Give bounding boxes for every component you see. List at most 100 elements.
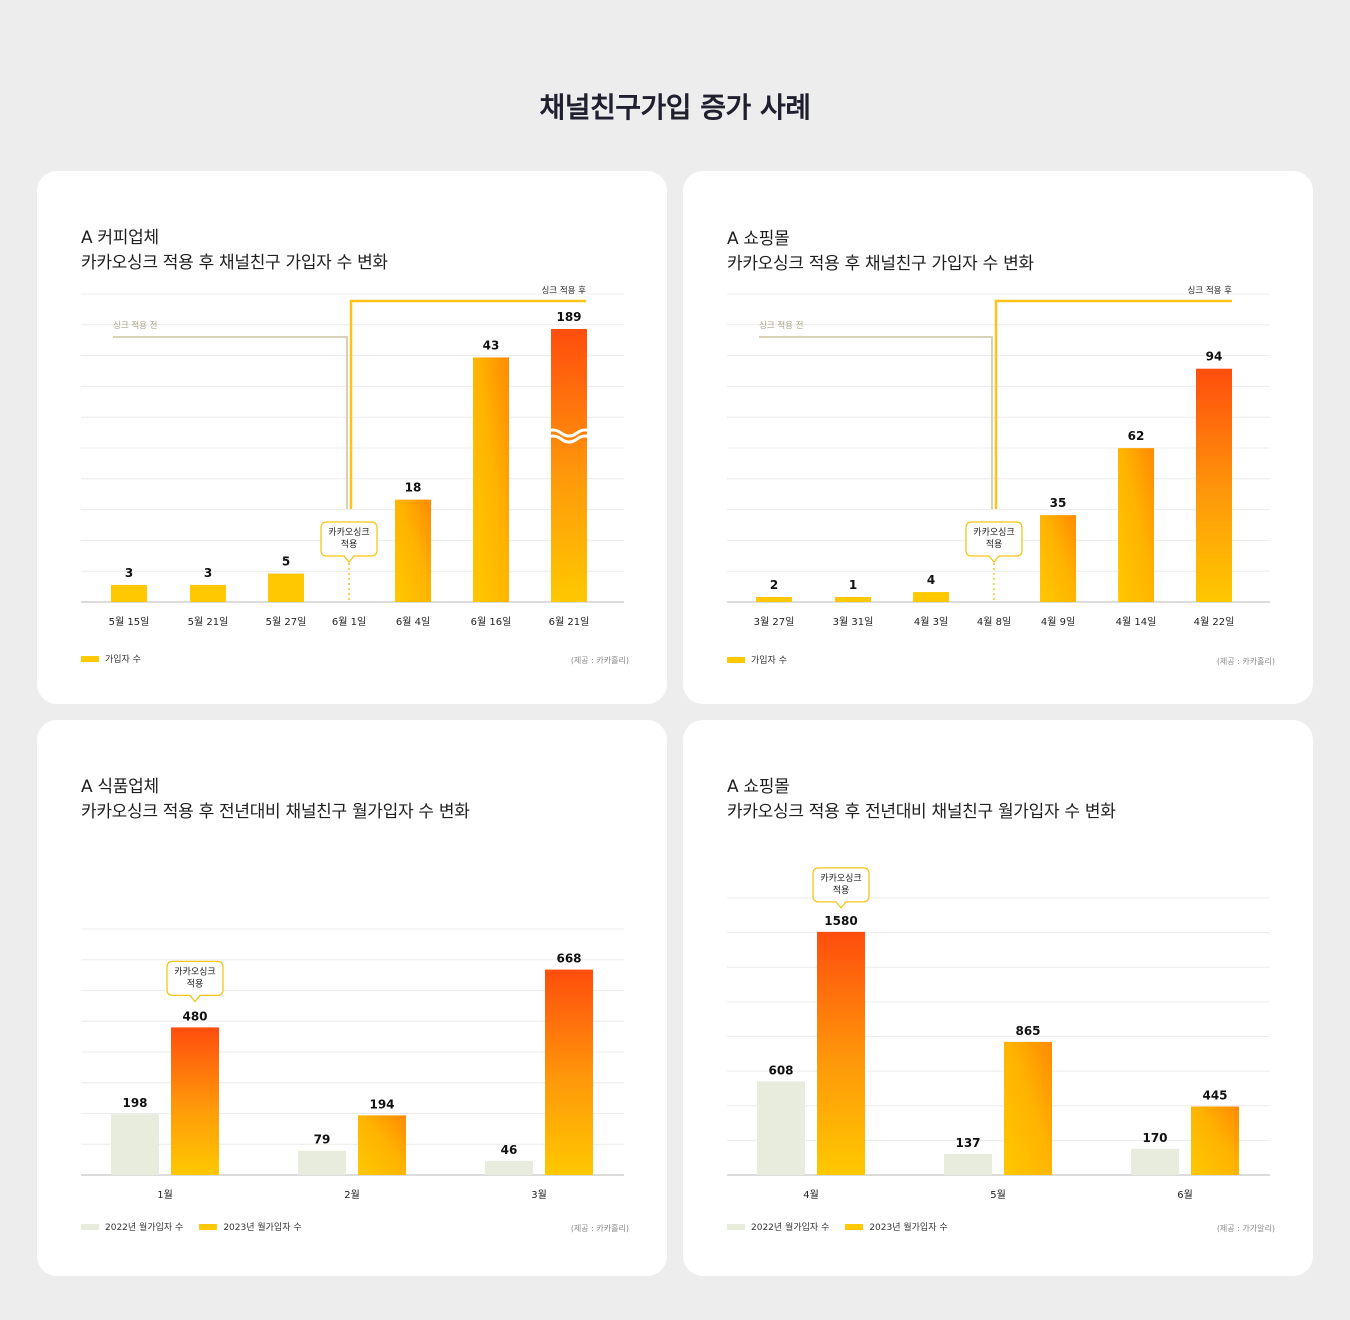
legend-swatch-2023 — [845, 1223, 864, 1230]
callout-text: 적용 — [833, 884, 850, 896]
x-tick-label: 6월 16일 — [471, 616, 512, 628]
x-tick-label: 4월 8일 — [977, 616, 1011, 628]
after-bracket-line — [349, 299, 586, 509]
legend-item: 가입자 수 — [727, 653, 787, 666]
bar — [835, 597, 871, 602]
bar — [111, 584, 147, 602]
chart-legend: 가입자 수 — [81, 652, 149, 665]
callout-text: 카카오싱크 — [820, 873, 861, 884]
callout-bubble — [812, 867, 870, 909]
chart-legend: 가입자 수 — [727, 653, 795, 666]
data-label: 865 — [1015, 1024, 1040, 1038]
callout-text: 카카오싱크 — [973, 527, 1014, 538]
legend-label: 2023년 월가입자 수 — [223, 1223, 302, 1233]
before-label: 싱크 적용 전 — [759, 320, 804, 331]
legend-swatch-2023 — [727, 656, 745, 663]
data-label: 35 — [1050, 496, 1067, 510]
source-note: (제공 : 가가알리) — [1216, 1224, 1275, 1233]
x-tick-label: 2월 — [344, 1189, 360, 1201]
x-tick-label: 4월 22일 — [1194, 616, 1235, 628]
bar-2023 — [171, 1027, 219, 1175]
before-bracket-line — [113, 336, 348, 509]
legend-swatch-2022 — [727, 1223, 745, 1230]
legend-swatch-2023 — [81, 655, 99, 662]
data-label: 5 — [282, 555, 290, 569]
data-label: 170 — [1142, 1131, 1167, 1145]
legend-label: 2023년 월가입자 수 — [869, 1223, 948, 1233]
x-tick-label: 6월 — [1177, 1189, 1193, 1201]
callout-bubble — [320, 521, 378, 564]
x-tick-label: 5월 27일 — [266, 616, 307, 628]
bar-2023 — [1004, 1041, 1052, 1175]
legend-swatch-2023 — [199, 1223, 218, 1230]
card-subtitle: 카카오싱크 적용 후 전년대비 채널친구 월가입자 수 변화 — [81, 802, 470, 822]
callout-text: 적용 — [187, 977, 204, 989]
card-brand: A 쇼핑몰 — [727, 777, 790, 797]
legend-label: 가입자 수 — [105, 655, 141, 665]
bar — [1118, 448, 1154, 602]
legend-item: 2022년 월가입자 수 — [727, 1220, 829, 1233]
bar-2022 — [111, 1114, 159, 1175]
x-tick-label: 6월 21일 — [549, 616, 590, 628]
bar — [190, 584, 226, 602]
card-subtitle: 카카오싱크 적용 후 전년대비 채널친구 월가입자 수 변화 — [727, 802, 1116, 822]
after-label: 싱크 적용 후 — [1187, 285, 1232, 296]
data-label: 445 — [1202, 1089, 1227, 1103]
data-label: 46 — [501, 1143, 518, 1157]
callout-text: 적용 — [986, 538, 1003, 550]
bar — [1040, 515, 1076, 602]
data-label: 1580 — [824, 914, 857, 928]
data-label: 198 — [122, 1096, 147, 1110]
bar-2022 — [944, 1153, 992, 1175]
callout-bubble — [965, 521, 1023, 564]
data-label: 94 — [1206, 350, 1223, 364]
x-tick-label: 4월 3일 — [914, 616, 948, 628]
bar-2023 — [1191, 1106, 1239, 1175]
data-label: 62 — [1128, 429, 1145, 443]
legend-item: 2022년 월가입자 수 — [81, 1220, 183, 1233]
bar — [1196, 368, 1232, 602]
bar-2023 — [817, 931, 865, 1175]
source-note: (제공 : 카카홀리) — [1216, 657, 1275, 666]
page-title: 채널친구가입 증가 사례 — [539, 91, 811, 124]
axis-break-mark — [544, 428, 594, 438]
before-label: 싱크 적용 전 — [113, 320, 158, 331]
after-bracket-line — [994, 299, 1232, 509]
data-label: 194 — [369, 1097, 394, 1111]
chart-card-shop-monthly: A 쇼핑몰 카카오싱크 적용 후 전년대비 채널친구 월가입자 수 변화 608… — [683, 720, 1313, 1276]
x-tick-label: 4월 9일 — [1041, 616, 1075, 628]
data-label: 1 — [849, 578, 857, 592]
bar-2022 — [1131, 1148, 1179, 1175]
data-label: 43 — [483, 338, 500, 352]
card-brand: A 식품업체 — [81, 777, 159, 797]
callout-bubble — [166, 960, 224, 1003]
legend-item: 가입자 수 — [81, 652, 141, 665]
bar — [473, 357, 509, 602]
legend-item: 2023년 월가입자 수 — [845, 1220, 948, 1233]
bar-2022 — [485, 1160, 533, 1175]
data-label: 3 — [125, 566, 133, 580]
data-label: 668 — [556, 952, 581, 966]
bar-2022 — [757, 1081, 805, 1175]
x-tick-label: 6월 4일 — [396, 616, 430, 628]
card-brand: A 커피업체 — [81, 228, 159, 248]
chart-legend: 2022년 월가입자 수 2023년 월가입자 수 — [81, 1220, 310, 1233]
legend-swatch-2022 — [81, 1223, 99, 1230]
source-note: (제공 : 카카홀리) — [570, 656, 629, 665]
legend-label: 가입자 수 — [751, 656, 787, 666]
data-label: 608 — [768, 1063, 793, 1077]
callout-text: 카카오싱크 — [328, 527, 369, 538]
bar — [913, 592, 949, 602]
x-tick-label: 4월 — [803, 1189, 819, 1201]
before-bracket-line — [759, 336, 993, 509]
bar — [756, 597, 792, 602]
data-label: 79 — [314, 1133, 331, 1147]
x-tick-label: 5월 — [990, 1189, 1006, 1201]
bar-2022 — [298, 1150, 346, 1175]
x-tick-label: 4월 14일 — [1116, 616, 1157, 628]
x-tick-label: 3월 — [531, 1189, 547, 1201]
callout-text: 카카오싱크 — [174, 966, 215, 977]
